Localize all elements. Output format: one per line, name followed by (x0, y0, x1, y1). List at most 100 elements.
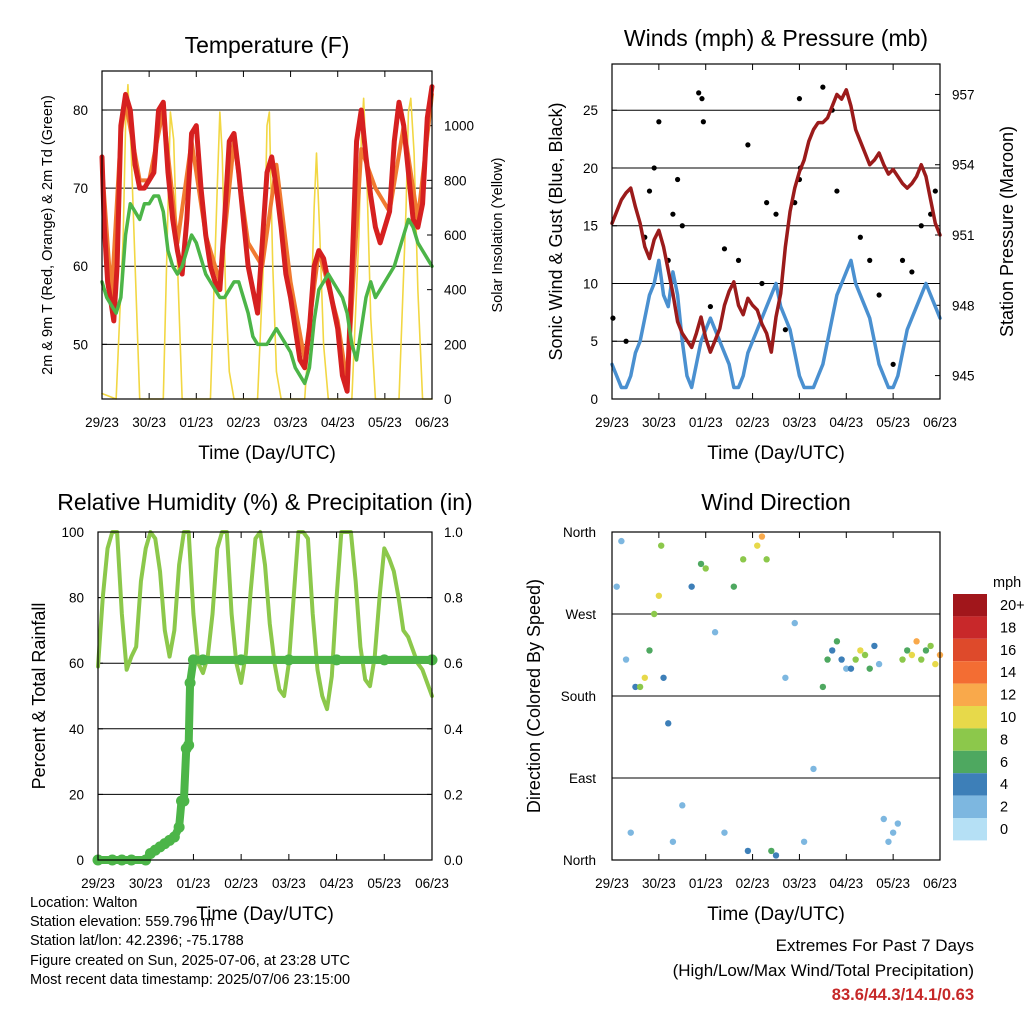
colorbar-swatch (953, 683, 987, 706)
colorbar-label: 6 (1000, 755, 1008, 771)
colorbar-swatch (953, 818, 987, 841)
x-tick-label: 05/23 (876, 876, 910, 891)
gust-point (867, 257, 873, 263)
gust-point (759, 280, 765, 287)
gust-point (782, 327, 788, 333)
x-tick-label: 29/23 (85, 415, 119, 430)
gust-point (679, 223, 685, 229)
colorbar-swatch (953, 616, 987, 639)
direction-point (627, 829, 634, 836)
x-tick-label: 06/23 (923, 415, 957, 430)
gust-point (820, 84, 826, 90)
y-tick-label: South (561, 689, 596, 704)
direction-point (918, 656, 925, 663)
direction-point (613, 583, 620, 590)
direction-point (866, 665, 873, 672)
extremes-title: Extremes For Past 7 Days (775, 936, 974, 955)
y-tick-label: 25 (583, 103, 598, 118)
gust-point (834, 188, 840, 194)
direction-point (871, 642, 878, 650)
colorbar-label: 14 (1000, 665, 1016, 681)
y2-tick-label: 0.2 (444, 787, 463, 802)
x-tick-label: 06/23 (415, 876, 449, 891)
colorbar-swatch (953, 706, 987, 729)
series-line-precip (94, 655, 436, 864)
y-tick-label: 100 (61, 525, 84, 540)
colorbar-swatch (953, 795, 987, 818)
x-tick-label: 03/23 (274, 415, 308, 430)
direction-point (782, 674, 789, 681)
x-axis-label: Time (Day/UTC) (196, 904, 334, 925)
gust-point (623, 338, 629, 344)
gust-point (696, 90, 702, 96)
y2-axis-label: Station Pressure (Maroon) (997, 126, 1017, 337)
colorbar-label: 10 (1000, 710, 1016, 726)
gust-point (764, 200, 770, 206)
y-tick-label: North (563, 853, 596, 868)
direction-point (904, 647, 911, 654)
direction-point (650, 610, 658, 618)
y-tick-label: 5 (590, 334, 598, 349)
y2-tick-label: 0.4 (444, 722, 463, 737)
direction-point (852, 656, 859, 663)
gust-point (656, 119, 662, 125)
y2-tick-label: 0.0 (444, 853, 463, 868)
x-tick-label: 29/23 (595, 415, 629, 430)
series-line-solar (101, 83, 433, 400)
y2-tick-label: 0.6 (444, 656, 463, 671)
colorbar-label: 16 (1000, 643, 1016, 659)
x-tick-label: 06/23 (923, 876, 957, 891)
direction-point (763, 556, 770, 563)
y2-tick-label: 948 (952, 298, 975, 313)
direction-point (908, 651, 916, 659)
station-info: Location: Walton Station elevation: 559.… (30, 894, 350, 990)
plot-frame (97, 531, 433, 861)
chart-title: Temperature (F) (185, 32, 350, 58)
direction-point (927, 642, 934, 650)
colorbar-title: mph (993, 575, 1021, 591)
y-tick-label: 40 (69, 722, 84, 737)
extremes-subtitle: (High/Low/Max Wind/Total Precipitation) (672, 961, 974, 980)
y-tick-label: North (563, 525, 596, 540)
direction-point (922, 647, 930, 654)
x-tick-label: 04/23 (320, 876, 354, 891)
y2-tick-label: 957 (952, 87, 975, 102)
y2-tick-label: 945 (952, 369, 975, 384)
x-tick-label: 05/23 (876, 415, 910, 430)
direction-point (679, 802, 686, 809)
direction-point (702, 565, 709, 572)
gust-point (890, 361, 896, 367)
y-tick-label: 0 (590, 392, 598, 407)
series-line-rh (96, 530, 434, 712)
direction-point (932, 660, 939, 668)
direction-point (711, 629, 719, 636)
series-line-dewpoint (100, 194, 434, 386)
direction-point (658, 542, 665, 549)
direction-point (758, 533, 766, 540)
direction-point (772, 852, 780, 859)
direction-point (875, 660, 883, 668)
plot-area (92, 530, 438, 866)
colorbar-swatch (953, 638, 987, 662)
gust-point (646, 188, 653, 194)
direction-point (768, 847, 775, 855)
y-axis-label: Sonic Wind & Gust (Blue, Black) (546, 102, 566, 360)
direction-point (669, 838, 677, 845)
y-tick-label: 80 (73, 103, 88, 118)
plot-frame (611, 63, 941, 400)
x-tick-label: 06/23 (415, 415, 449, 430)
direction-point (899, 656, 906, 663)
direction-point (618, 537, 625, 545)
direction-point (800, 838, 808, 845)
direction-point (838, 656, 845, 663)
y-tick-label: 10 (583, 276, 598, 291)
y2-tick-label: 951 (952, 228, 975, 243)
direction-point (791, 619, 798, 627)
colorbar-label: 18 (1000, 620, 1016, 636)
x-tick-label: 03/23 (783, 876, 817, 891)
latlon-text: Station lat/lon: 42.2396; -75.1788 (30, 933, 244, 950)
x-tick-label: 02/23 (224, 876, 258, 891)
recent-timestamp-text: Most recent data timestamp: 2025/07/06 2… (30, 971, 351, 988)
gust-point (610, 315, 616, 321)
